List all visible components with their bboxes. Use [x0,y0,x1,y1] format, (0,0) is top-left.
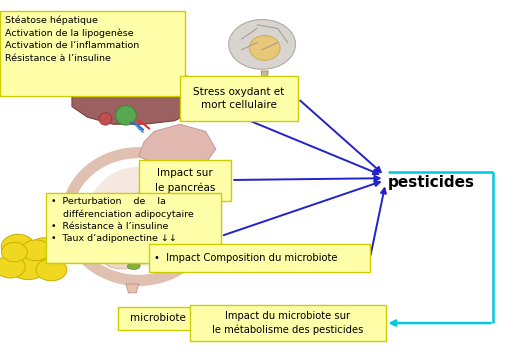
Text: •  Perturbation    de    la
    différenciation adipocytaire
•  Résistance à l’i: • Perturbation de la différenciation adi… [51,197,194,243]
FancyBboxPatch shape [139,160,231,201]
Text: Impact du microbiote sur
le métabolisme des pesticides: Impact du microbiote sur le métabolisme … [212,311,363,335]
FancyBboxPatch shape [0,11,185,96]
Text: pesticides: pesticides [388,175,475,190]
Text: Stress oxydant et
mort cellulaire: Stress oxydant et mort cellulaire [193,87,285,110]
Ellipse shape [127,263,140,269]
Ellipse shape [87,167,190,266]
Ellipse shape [36,259,67,281]
Ellipse shape [99,113,112,125]
Ellipse shape [105,228,141,241]
Ellipse shape [229,20,296,69]
Ellipse shape [21,240,51,261]
Ellipse shape [105,256,141,269]
Ellipse shape [2,242,27,262]
Ellipse shape [126,214,162,226]
Ellipse shape [105,200,141,212]
Polygon shape [139,124,216,170]
Ellipse shape [0,256,25,278]
FancyBboxPatch shape [190,305,386,341]
FancyBboxPatch shape [180,76,298,121]
Polygon shape [261,71,268,96]
Ellipse shape [126,242,162,255]
Ellipse shape [158,235,171,241]
Text: microbiote: microbiote [131,313,186,323]
FancyBboxPatch shape [149,244,370,272]
FancyBboxPatch shape [118,307,198,330]
Ellipse shape [10,256,46,280]
Text: Stéatose hépatique
Activation de la lipogenèse
Activation de l’inflammation
Rési: Stéatose hépatique Activation de la lipo… [5,16,139,62]
Ellipse shape [28,238,59,263]
Ellipse shape [116,105,136,125]
Text: •  Impact Composition du microbiote: • Impact Composition du microbiote [154,253,338,263]
Ellipse shape [138,252,151,259]
Text: Impact sur
le pancréas: Impact sur le pancréas [155,168,215,192]
Polygon shape [72,67,206,124]
Ellipse shape [117,228,130,234]
FancyBboxPatch shape [46,193,221,263]
Ellipse shape [2,234,35,259]
Polygon shape [126,284,139,293]
Ellipse shape [249,36,280,60]
